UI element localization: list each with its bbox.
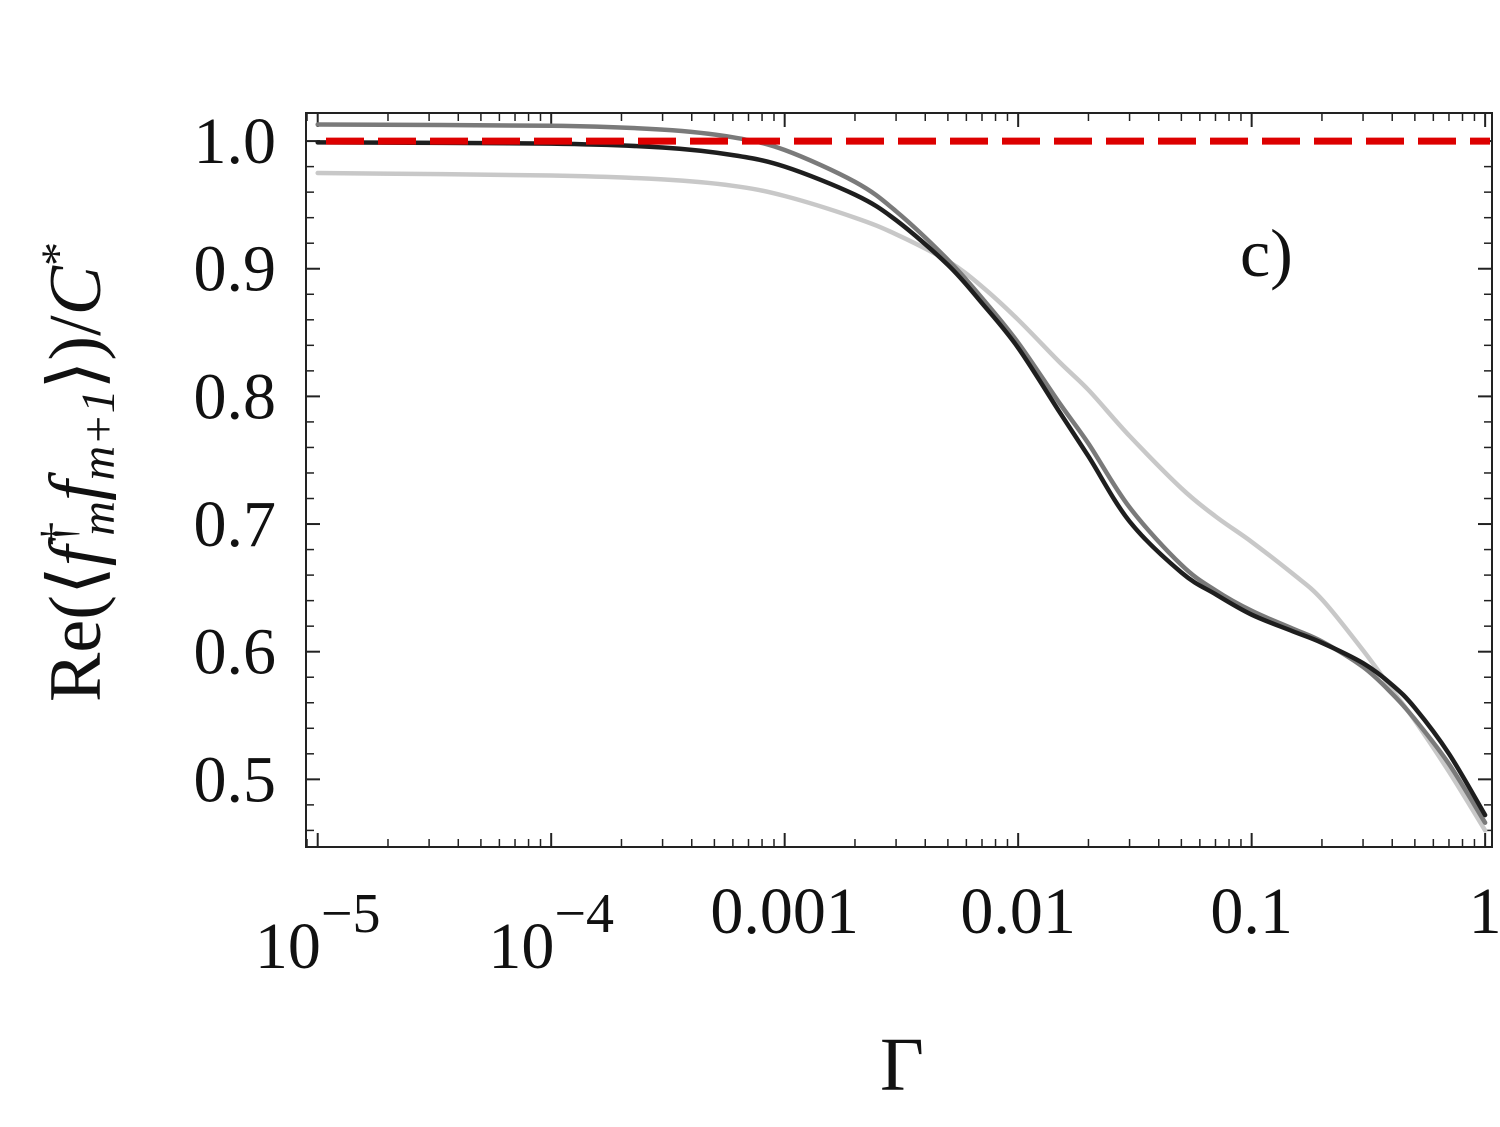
series-line bbox=[315, 170, 1488, 833]
series-line bbox=[315, 122, 1488, 825]
x-tick-label: 0.01 bbox=[960, 875, 1076, 948]
series-lines bbox=[315, 122, 1490, 833]
y-axis-title-c: C bbox=[35, 264, 117, 315]
x-tick-label: 0.1 bbox=[1210, 875, 1293, 948]
x-tick-label: 1 bbox=[1469, 875, 1500, 948]
axes bbox=[305, 112, 1493, 848]
y-tick-label: 0.5 bbox=[194, 743, 277, 816]
y-tick-label: 0.7 bbox=[194, 488, 277, 561]
y-tick-label: 1.0 bbox=[194, 105, 277, 178]
panel-label: c) bbox=[1240, 215, 1293, 291]
x-tick-label: 10−4 bbox=[488, 883, 614, 983]
y-axis-title-suffix: ⟩)/ bbox=[35, 315, 117, 390]
x-axis-title: Γ bbox=[880, 1023, 924, 1107]
y-tick-label: 0.8 bbox=[194, 360, 277, 433]
y-tick-label: 0.9 bbox=[194, 233, 277, 306]
y-axis-title: Re(⟨f†mfm+1⟩)/C* bbox=[32, 242, 125, 702]
ticks: 0.5 0.6 0.7 0.8 0.9 1.0 10−5 10−4 0.001 0.01 0.1 1 bbox=[194, 105, 1500, 983]
y-axis-title-star: * bbox=[32, 242, 85, 266]
x-tick-label: 10−5 bbox=[255, 883, 381, 983]
plot-frame bbox=[305, 112, 1493, 848]
svg-text:Re(⟨f†mfm+1⟩)/C*: Re(⟨f†mfm+1⟩)/C* bbox=[32, 242, 125, 702]
y-axis-title-prefix: Re(⟨ bbox=[35, 566, 117, 702]
x-tick-label: 0.001 bbox=[710, 875, 859, 948]
y-axis-title-m: m bbox=[72, 501, 125, 536]
y-axis-title-dagger: † bbox=[32, 522, 85, 546]
y-axis-title-m2: m+1 bbox=[72, 389, 125, 480]
y-tick-label: 0.6 bbox=[194, 616, 277, 689]
series-line bbox=[315, 140, 1488, 818]
